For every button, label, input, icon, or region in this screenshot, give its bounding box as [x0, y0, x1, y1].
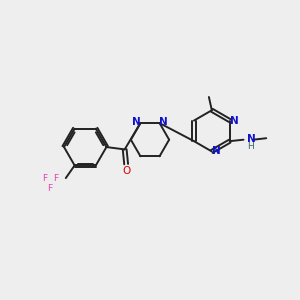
Text: N: N — [132, 117, 141, 127]
Text: F: F — [43, 174, 48, 183]
Text: N: N — [247, 134, 256, 144]
Text: O: O — [122, 166, 130, 176]
Text: N: N — [159, 117, 168, 127]
Text: H: H — [247, 142, 254, 151]
Text: N: N — [212, 146, 221, 157]
Text: N: N — [230, 116, 239, 126]
Text: F: F — [53, 174, 58, 183]
Text: F: F — [48, 184, 53, 193]
